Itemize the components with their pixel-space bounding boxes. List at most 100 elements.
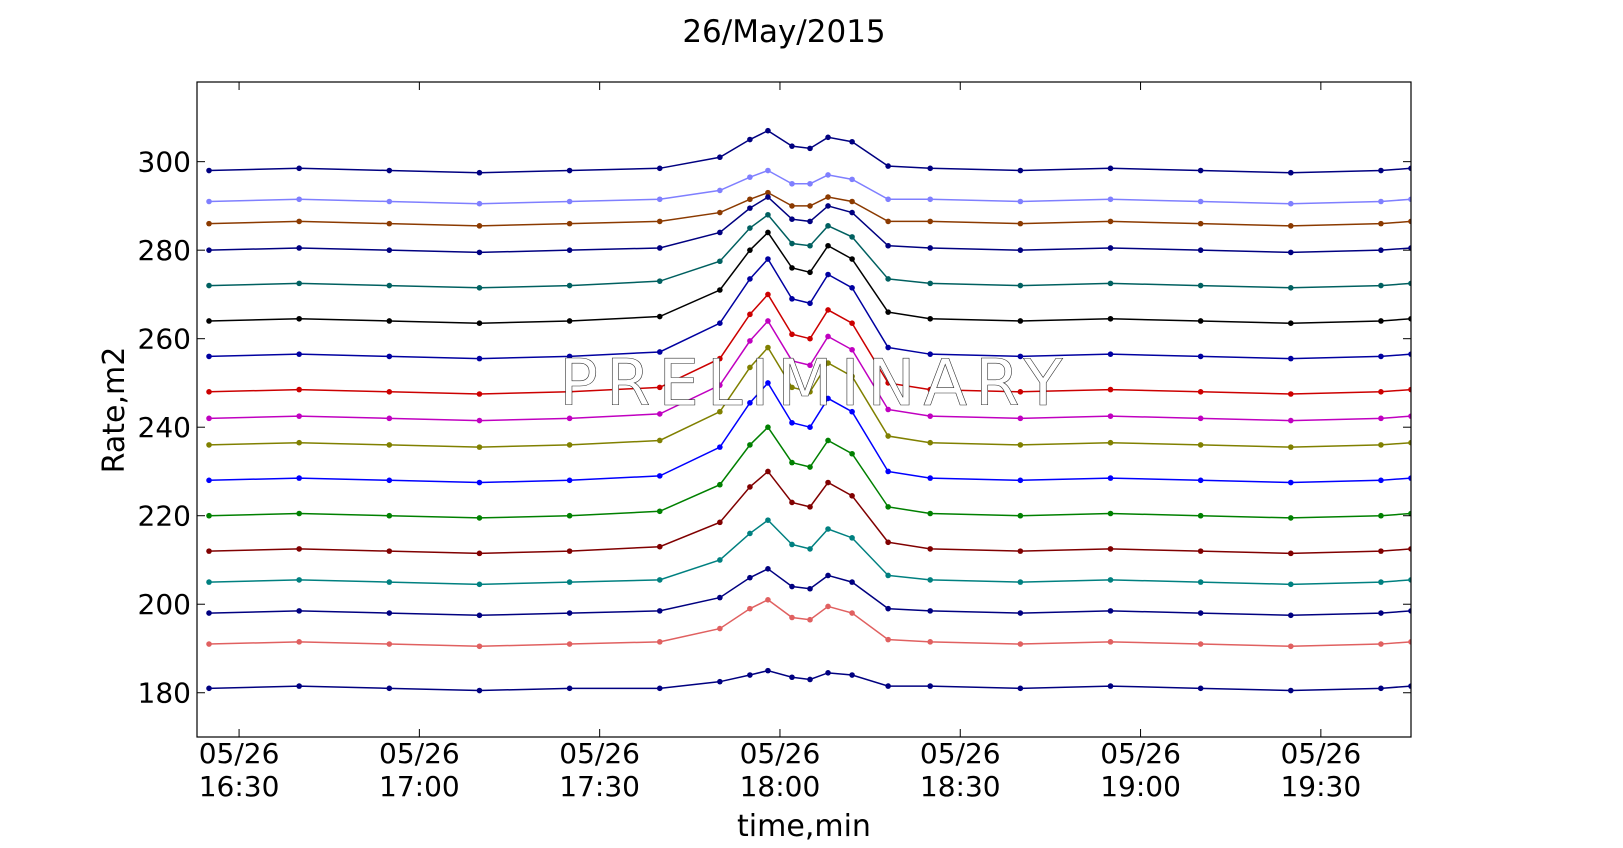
- data-point: [386, 220, 393, 227]
- data-point: [1107, 245, 1114, 251]
- data-point: [1288, 320, 1294, 326]
- data-point: [1408, 245, 1411, 251]
- data-point: [1378, 198, 1384, 205]
- data-point: [849, 450, 855, 457]
- data-point: [885, 196, 891, 203]
- data-point: [1408, 351, 1411, 357]
- data-point: [1288, 223, 1294, 229]
- data-point: [296, 315, 302, 322]
- data-point: [1107, 413, 1114, 419]
- data-point: [825, 526, 831, 532]
- data-point: [849, 284, 855, 291]
- data-point: [747, 205, 753, 211]
- data-point: [386, 198, 393, 205]
- data-point: [1197, 318, 1204, 324]
- data-point: [656, 473, 663, 479]
- y-tick-label: 260: [138, 323, 191, 356]
- plot-frame: [196, 81, 1412, 738]
- data-point: [1408, 218, 1411, 225]
- data-point: [825, 360, 831, 366]
- data-point: [789, 674, 795, 681]
- data-point: [206, 685, 212, 692]
- data-point: [1107, 608, 1114, 614]
- data-point: [747, 196, 753, 203]
- data-point: [807, 242, 813, 249]
- data-point: [1378, 641, 1384, 647]
- data-point: [1017, 548, 1024, 554]
- data-point: [1107, 196, 1114, 203]
- data-point: [1197, 442, 1204, 448]
- data-point: [1197, 353, 1204, 360]
- data-point: [1408, 608, 1411, 614]
- data-point: [747, 311, 753, 318]
- data-point: [717, 481, 723, 488]
- y-tick-label: 300: [138, 146, 191, 179]
- data-point: [807, 504, 813, 510]
- data-point: [765, 344, 771, 351]
- y-tick-label: 180: [138, 677, 191, 710]
- data-point: [656, 245, 663, 251]
- data-point: [765, 517, 771, 523]
- data-point: [927, 439, 934, 446]
- data-point: [807, 424, 813, 431]
- data-point: [386, 282, 393, 289]
- data-point: [927, 245, 934, 251]
- data-point: [296, 475, 302, 481]
- data-point: [789, 358, 795, 364]
- data-point: [566, 685, 573, 692]
- x-tick-label: 05/26 18:30: [919, 737, 1001, 803]
- data-point: [927, 546, 934, 552]
- data-point: [1017, 641, 1024, 647]
- data-point: [807, 676, 813, 683]
- data-point: [1378, 579, 1384, 585]
- data-point: [927, 315, 934, 322]
- data-point: [765, 256, 771, 262]
- data-point: [1017, 477, 1024, 484]
- data-point: [807, 616, 813, 623]
- data-point: [1288, 169, 1294, 176]
- series-line: [209, 567, 1411, 617]
- data-point: [825, 479, 831, 486]
- data-point: [717, 209, 723, 216]
- data-point: [885, 433, 891, 439]
- data-point: [1288, 417, 1294, 424]
- data-point: [656, 165, 663, 172]
- data-point: [206, 388, 212, 395]
- data-point: [206, 442, 212, 448]
- data-point: [849, 610, 855, 616]
- data-point: [765, 127, 771, 134]
- data-point: [1107, 577, 1114, 583]
- data-point: [1197, 220, 1204, 227]
- data-point: [386, 442, 393, 448]
- data-point: [825, 223, 831, 229]
- data-point: [849, 138, 855, 145]
- data-point: [849, 176, 855, 183]
- data-point: [927, 639, 934, 645]
- data-point: [1017, 167, 1024, 174]
- data-point: [1107, 280, 1114, 287]
- data-point: [717, 382, 723, 388]
- data-point: [807, 585, 813, 592]
- data-point: [1107, 165, 1114, 172]
- data-point: [206, 198, 212, 205]
- data-point: [1107, 351, 1114, 357]
- data-point: [296, 510, 302, 517]
- data-point: [927, 280, 934, 287]
- data-point: [656, 608, 663, 614]
- data-point: [849, 209, 855, 216]
- data-point: [825, 333, 831, 340]
- data-point: [747, 276, 753, 282]
- data-point: [849, 256, 855, 262]
- data-point: [789, 216, 795, 222]
- data-point: [206, 220, 212, 227]
- data-point: [1017, 610, 1024, 616]
- x-tick-label: 05/26 19:30: [1280, 737, 1362, 803]
- data-point: [885, 636, 891, 643]
- data-point: [1017, 318, 1024, 324]
- data-point: [296, 439, 302, 446]
- data-point: [765, 211, 771, 218]
- data-point: [927, 218, 934, 225]
- data-point: [206, 282, 212, 289]
- data-point: [1017, 512, 1024, 519]
